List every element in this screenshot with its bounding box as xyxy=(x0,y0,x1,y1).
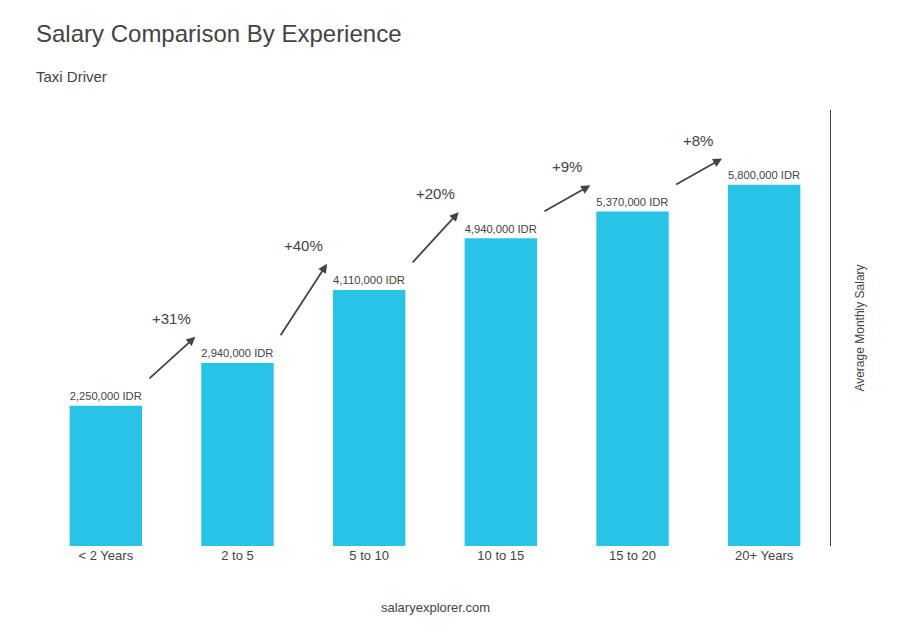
svg-text:+20%: +20% xyxy=(416,185,455,202)
svg-text:5,370,000 IDR: 5,370,000 IDR xyxy=(596,196,668,208)
svg-text:2,250,000 IDR: 2,250,000 IDR xyxy=(70,390,142,402)
svg-text:15 to 20: 15 to 20 xyxy=(609,548,656,563)
svg-text:20+ Years: 20+ Years xyxy=(735,548,794,563)
svg-text:+31%: +31% xyxy=(152,310,191,327)
svg-text:salaryexplorer.com: salaryexplorer.com xyxy=(381,600,490,615)
svg-text:+40%: +40% xyxy=(284,237,323,254)
svg-text:2,940,000 IDR: 2,940,000 IDR xyxy=(201,347,273,359)
svg-text:4,110,000 IDR: 4,110,000 IDR xyxy=(333,274,405,286)
svg-text:+8%: +8% xyxy=(683,132,713,149)
svg-text:Taxi Driver: Taxi Driver xyxy=(36,68,107,85)
svg-text:+9%: +9% xyxy=(552,158,582,175)
svg-text:< 2 Years: < 2 Years xyxy=(79,548,134,563)
svg-text:4,940,000 IDR: 4,940,000 IDR xyxy=(465,223,537,235)
svg-text:5,800,000 IDR: 5,800,000 IDR xyxy=(728,169,800,181)
svg-text:Salary Comparison By Experienc: Salary Comparison By Experience xyxy=(36,20,402,47)
svg-text:10 to 15: 10 to 15 xyxy=(477,548,524,563)
svg-text:2 to 5: 2 to 5 xyxy=(221,548,254,563)
svg-text:Average Monthly Salary: Average Monthly Salary xyxy=(853,264,867,391)
svg-text:5 to 10: 5 to 10 xyxy=(349,548,389,563)
